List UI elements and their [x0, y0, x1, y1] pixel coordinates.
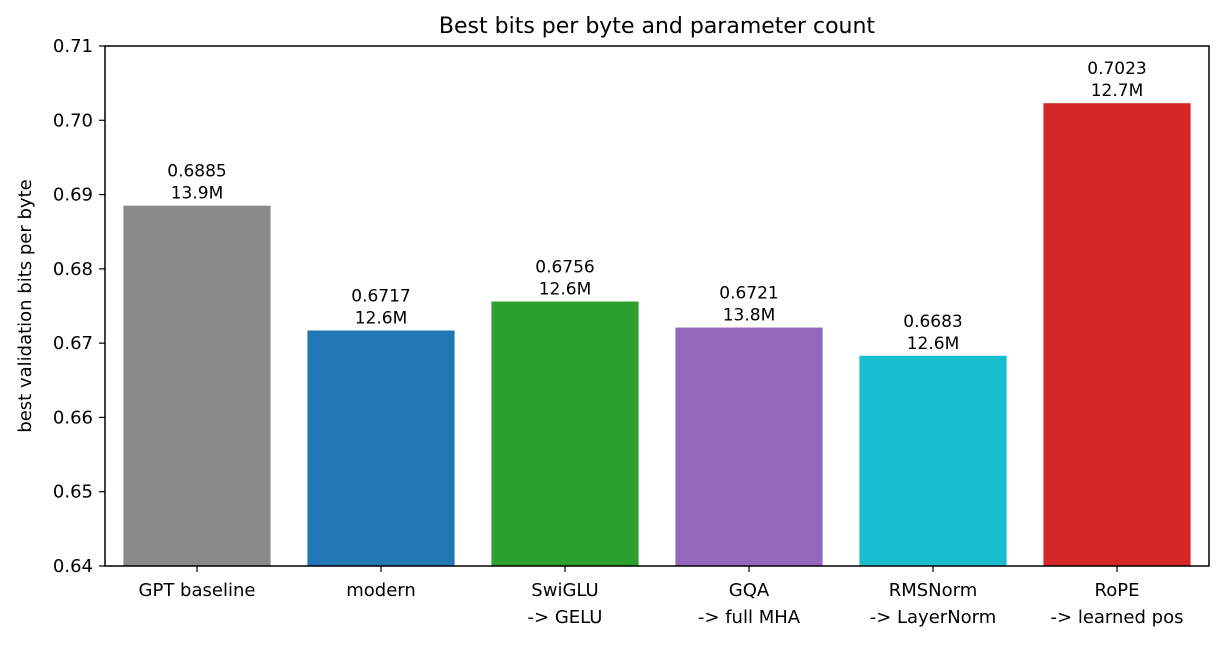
bar-value-label: 0.6683 [903, 312, 962, 332]
bar [675, 327, 823, 566]
bar-value-label: 0.7023 [1087, 59, 1146, 79]
bar-value-label: 0.6756 [535, 258, 594, 278]
bar-param-label: 13.9M [171, 184, 224, 204]
bar [123, 205, 271, 566]
x-tick-label: -> GELU [528, 607, 603, 628]
y-tick-label: 0.71 [53, 36, 93, 57]
bar [307, 330, 455, 566]
x-tick-label: -> full MHA [698, 607, 801, 628]
x-tick-label: GQA [729, 580, 770, 601]
y-tick-label: 0.70 [53, 110, 93, 131]
y-axis-label: best validation bits per byte [15, 179, 36, 432]
bar-param-label: 13.8M [723, 306, 776, 326]
y-tick-label: 0.64 [53, 556, 93, 577]
y-tick-label: 0.69 [53, 185, 93, 206]
x-tick-label: -> learned pos [1051, 607, 1184, 628]
plot-area: 0.64 0.65 0.66 0.67 0.68 0.69 0.70 0.71 GPT base… [53, 36, 1191, 628]
bar-param-label: 12.6M [355, 309, 408, 329]
bar-value-label: 0.6717 [351, 287, 410, 307]
bar-value-label: 0.6885 [167, 162, 226, 182]
x-tick-label: -> LayerNorm [870, 607, 997, 628]
x-tick-label: RoPE [1095, 580, 1140, 601]
x-tick-label: RMSNorm [889, 580, 978, 601]
x-tick-label: GPT baseline [139, 580, 256, 601]
bar-param-label: 12.7M [1091, 81, 1144, 101]
y-tick-label: 0.67 [53, 333, 93, 354]
bar-param-label: 12.6M [907, 334, 960, 354]
bar [859, 355, 1007, 566]
y-tick-label: 0.65 [53, 482, 93, 503]
chart-title: Best bits per byte and parameter count [439, 14, 876, 39]
y-tick-label: 0.66 [53, 407, 93, 428]
bar [1043, 103, 1191, 566]
bar [491, 301, 639, 566]
x-tick-label: SwiGLU [531, 580, 598, 601]
bar-param-label: 12.6M [539, 280, 592, 300]
y-tick-label: 0.68 [53, 259, 93, 280]
axes-frame [104, 45, 1210, 567]
bar-value-label: 0.6721 [719, 284, 778, 304]
x-tick-label: modern [346, 580, 416, 601]
